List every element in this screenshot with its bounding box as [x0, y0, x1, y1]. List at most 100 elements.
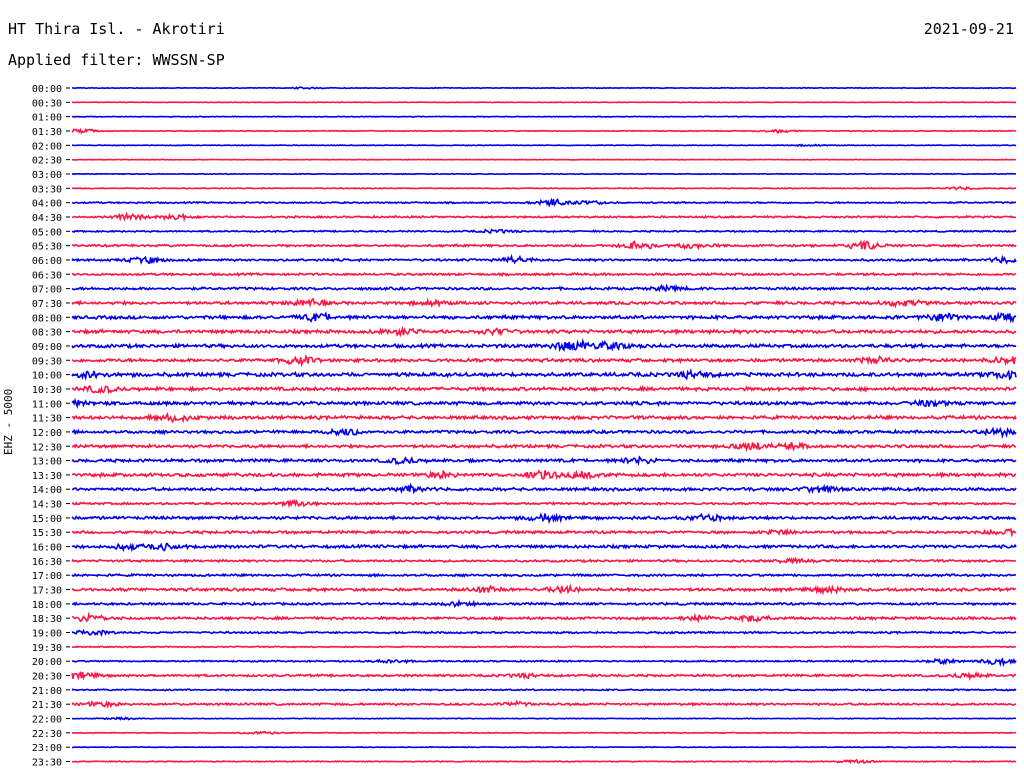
record-date: 2021-09-21	[923, 20, 1014, 38]
time-label-1100: 11:00	[32, 399, 62, 410]
trace-2030	[71, 670, 1017, 682]
time-label-0500: 05:00	[32, 227, 62, 238]
trace-0200	[71, 143, 1017, 148]
time-label-1730: 17:30	[32, 586, 62, 597]
time-label-1830: 18:30	[32, 614, 62, 625]
station-title: HT Thira Isl. - Akrotiri	[8, 20, 225, 38]
trace-0130	[71, 127, 1017, 135]
time-label-0600: 06:00	[32, 256, 62, 267]
time-label-0230: 02:30	[32, 156, 62, 167]
trace-0830	[71, 325, 1017, 338]
trace-0700	[71, 283, 1017, 294]
trace-2100	[71, 688, 1017, 692]
time-label-1600: 16:00	[32, 543, 62, 554]
trace-1730	[71, 583, 1017, 596]
trace-1130	[71, 411, 1017, 424]
trace-1400	[71, 482, 1017, 495]
time-label-1500: 15:00	[32, 514, 62, 525]
time-label-0000: 00:00	[32, 84, 62, 95]
time-label-2300: 23:00	[32, 743, 62, 754]
trace-0430	[71, 211, 1017, 222]
trace-0400	[71, 197, 1017, 208]
time-label-0030: 00:30	[32, 98, 62, 109]
trace-2200	[71, 716, 1017, 721]
time-label-2330: 23:30	[32, 758, 62, 769]
time-label-2000: 20:00	[32, 657, 62, 668]
trace-1030	[71, 384, 1017, 395]
time-label-1930: 19:30	[32, 643, 62, 654]
time-label-0300: 03:00	[32, 170, 62, 181]
time-label-0800: 08:00	[32, 313, 62, 324]
trace-1330	[71, 469, 1017, 481]
trace-0100	[71, 115, 1017, 118]
time-label-1530: 15:30	[32, 528, 62, 539]
time-label-1430: 14:30	[32, 500, 62, 511]
time-label-1200: 12:00	[32, 428, 62, 439]
time-label-0430: 04:30	[32, 213, 62, 224]
trace-1800	[71, 598, 1017, 608]
time-label-2130: 21:30	[32, 700, 62, 711]
time-label-0700: 07:00	[32, 285, 62, 296]
time-label-0330: 03:30	[32, 184, 62, 195]
time-label-0930: 09:30	[32, 356, 62, 367]
time-label-1900: 19:00	[32, 629, 62, 640]
trace-1200	[71, 426, 1017, 439]
time-label-2030: 20:30	[32, 672, 62, 683]
trace-0030	[71, 101, 1016, 104]
trace-0730	[71, 297, 1017, 309]
time-label-0630: 06:30	[32, 270, 62, 281]
trace-2230	[71, 730, 1017, 736]
trace-2130	[71, 699, 1017, 709]
trace-0230	[71, 158, 1017, 161]
time-label-0730: 07:30	[32, 299, 62, 310]
time-label-0100: 01:00	[32, 113, 62, 124]
trace-0800	[71, 311, 1017, 324]
trace-1300	[71, 455, 1017, 466]
time-label-2100: 21:00	[32, 686, 62, 697]
trace-1000	[71, 368, 1017, 381]
trace-1700	[71, 572, 1017, 578]
trace-0600	[71, 253, 1017, 265]
trace-0000	[71, 86, 1017, 90]
trace-0300	[71, 172, 1017, 176]
trace-1830	[71, 611, 1017, 624]
trace-1100	[71, 397, 1017, 410]
time-label-1700: 17:00	[32, 571, 62, 582]
time-label-1630: 16:30	[32, 557, 62, 568]
time-label-1800: 18:00	[32, 600, 62, 611]
time-label-0200: 02:00	[32, 141, 62, 152]
time-label-1030: 10:30	[32, 385, 62, 396]
time-label-0130: 01:30	[32, 127, 62, 138]
time-label-1130: 11:30	[32, 414, 62, 425]
trace-1930	[71, 645, 1017, 649]
time-label-0900: 09:00	[32, 342, 62, 353]
trace-2000	[71, 657, 1017, 668]
time-label-0530: 05:30	[32, 242, 62, 253]
trace-2330	[71, 758, 1017, 765]
trace-2300	[71, 745, 1017, 749]
trace-0330	[71, 185, 1017, 191]
trace-1500	[71, 512, 1017, 525]
trace-0900	[71, 337, 1017, 353]
time-label-2230: 22:30	[32, 729, 62, 740]
trace-1630	[71, 556, 1017, 565]
trace-0500	[71, 228, 1017, 234]
trace-0930	[71, 354, 1017, 368]
trace-1430	[71, 498, 1017, 509]
filter-label: Applied filter: WWSSN-SP	[8, 51, 225, 69]
time-label-1230: 12:30	[32, 442, 62, 453]
trace-0630	[71, 271, 1017, 278]
time-label-1400: 14:00	[32, 485, 62, 496]
time-label-0830: 08:30	[32, 328, 62, 339]
trace-0530	[71, 239, 1017, 251]
trace-1600	[71, 542, 1017, 553]
time-label-1300: 13:00	[32, 457, 62, 468]
time-label-0400: 04:00	[32, 199, 62, 210]
time-label-1330: 13:30	[32, 471, 62, 482]
trace-1900	[71, 628, 1017, 638]
time-label-2200: 22:00	[32, 715, 62, 726]
time-label-1000: 10:00	[32, 371, 62, 382]
trace-1530	[71, 527, 1017, 538]
trace-1230	[71, 440, 1017, 453]
